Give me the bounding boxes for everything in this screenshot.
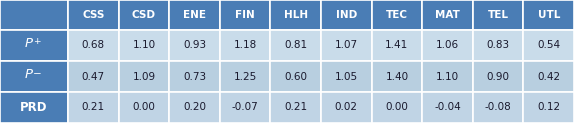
Bar <box>422 30 473 61</box>
Text: UTL: UTL <box>537 10 560 20</box>
Text: $\mathit{P}$: $\mathit{P}$ <box>24 37 34 50</box>
Bar <box>422 92 473 123</box>
Bar <box>119 92 169 123</box>
Text: $\mathit{P}$: $\mathit{P}$ <box>24 68 34 81</box>
Bar <box>371 30 422 61</box>
Text: ENE: ENE <box>183 10 206 20</box>
Bar <box>473 61 523 92</box>
Text: 0.20: 0.20 <box>183 102 206 113</box>
Bar <box>270 92 321 123</box>
Bar <box>68 61 119 92</box>
Text: 0.73: 0.73 <box>183 72 206 82</box>
Text: TEL: TEL <box>487 10 509 20</box>
Text: 0.60: 0.60 <box>284 72 307 82</box>
Bar <box>169 92 220 123</box>
Text: 0.21: 0.21 <box>284 102 307 113</box>
Bar <box>0 61 68 92</box>
Bar <box>68 30 119 61</box>
Bar <box>68 92 119 123</box>
Text: FIN: FIN <box>235 10 255 20</box>
Text: 0.90: 0.90 <box>487 72 510 82</box>
Bar <box>119 0 169 30</box>
Text: 1.09: 1.09 <box>133 72 156 82</box>
Bar <box>321 61 371 92</box>
Text: 0.54: 0.54 <box>537 40 560 50</box>
Bar <box>371 92 422 123</box>
Bar <box>321 0 371 30</box>
Bar <box>371 61 422 92</box>
Text: 0.02: 0.02 <box>335 102 358 113</box>
Text: IND: IND <box>336 10 357 20</box>
Text: HLH: HLH <box>284 10 308 20</box>
Bar <box>473 30 523 61</box>
Bar <box>422 61 473 92</box>
Bar <box>270 30 321 61</box>
Bar <box>68 0 119 30</box>
Text: 0.00: 0.00 <box>386 102 408 113</box>
Bar <box>473 92 523 123</box>
Text: 0.00: 0.00 <box>133 102 156 113</box>
Text: -0.08: -0.08 <box>484 102 511 113</box>
Bar <box>321 30 371 61</box>
Text: -0.04: -0.04 <box>434 102 461 113</box>
Bar <box>0 30 68 61</box>
Text: CSS: CSS <box>82 10 104 20</box>
Text: $+$: $+$ <box>33 36 41 46</box>
Text: 0.21: 0.21 <box>82 102 105 113</box>
Bar <box>0 0 68 30</box>
Bar <box>0 92 68 123</box>
Text: 1.25: 1.25 <box>234 72 257 82</box>
Bar <box>473 0 523 30</box>
Bar <box>220 30 270 61</box>
Bar <box>523 30 574 61</box>
Text: TEC: TEC <box>386 10 408 20</box>
Bar <box>169 0 220 30</box>
Text: 0.47: 0.47 <box>82 72 105 82</box>
Bar <box>523 61 574 92</box>
Bar <box>371 0 422 30</box>
Bar <box>119 61 169 92</box>
Bar <box>220 92 270 123</box>
Text: 1.40: 1.40 <box>385 72 409 82</box>
Text: 1.05: 1.05 <box>335 72 358 82</box>
Bar <box>321 92 371 123</box>
Bar <box>119 30 169 61</box>
Text: 0.68: 0.68 <box>82 40 105 50</box>
Bar <box>523 0 574 30</box>
Text: 0.93: 0.93 <box>183 40 206 50</box>
Text: PRD: PRD <box>20 101 48 114</box>
Bar <box>270 61 321 92</box>
Bar <box>169 61 220 92</box>
Text: $-$: $-$ <box>32 68 42 78</box>
Bar <box>220 61 270 92</box>
Bar <box>220 0 270 30</box>
Bar <box>523 92 574 123</box>
Text: 1.10: 1.10 <box>436 72 459 82</box>
Text: -0.07: -0.07 <box>232 102 258 113</box>
Text: 1.06: 1.06 <box>436 40 459 50</box>
Text: 1.07: 1.07 <box>335 40 358 50</box>
Bar <box>422 0 473 30</box>
Bar <box>169 30 220 61</box>
Text: CSD: CSD <box>132 10 156 20</box>
Text: 0.83: 0.83 <box>487 40 510 50</box>
Text: 1.41: 1.41 <box>385 40 409 50</box>
Text: 1.10: 1.10 <box>133 40 156 50</box>
Text: 0.42: 0.42 <box>537 72 560 82</box>
Text: MAT: MAT <box>435 10 460 20</box>
Bar <box>270 0 321 30</box>
Text: 1.18: 1.18 <box>234 40 257 50</box>
Text: 0.81: 0.81 <box>284 40 307 50</box>
Text: 0.12: 0.12 <box>537 102 560 113</box>
